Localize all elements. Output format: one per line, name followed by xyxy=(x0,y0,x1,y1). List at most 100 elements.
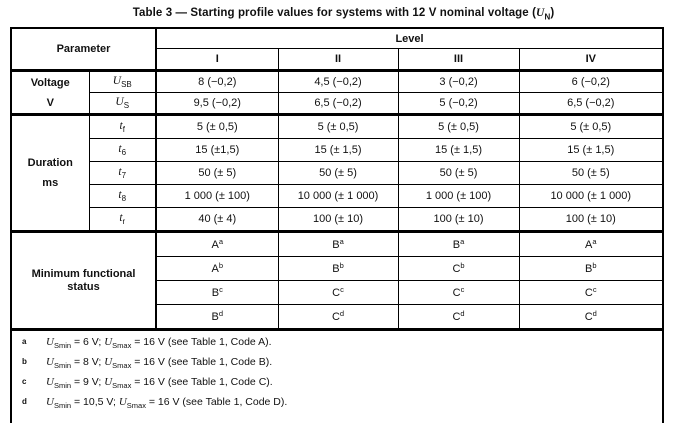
status-value: A xyxy=(211,263,219,276)
table-row: Parameter Level xyxy=(10,27,664,72)
symbol-base: U xyxy=(46,336,54,349)
symbol-base: U xyxy=(46,396,54,409)
title-voltage-subscript: N xyxy=(544,12,551,22)
status-cell: Aa xyxy=(155,230,279,258)
footnote-d: d USmin = 10,5 V; USmax = 16 V (see Tabl… xyxy=(20,396,654,416)
symbol-subscript: Smin xyxy=(53,361,72,371)
footnote-text: USmin = 8 V; USmax = 16 V (see Table 1, … xyxy=(46,356,272,370)
footnote-mid: = 9 V; xyxy=(71,376,105,389)
value-cell: 100 (± 10) xyxy=(277,207,399,233)
status-footnote-ref: d xyxy=(218,309,224,319)
footnotes-cell: a USmin = 6 V; USmax = 16 V (see Table 1… xyxy=(10,328,664,423)
symbol-subscript: Smin xyxy=(53,401,72,411)
table-row: Voltage V USB 8 (−0,2) 4,5 (−0,2) 3 (−0,… xyxy=(10,69,664,116)
footnote-c: c USmin = 9 V; USmax = 16 V (see Table 1… xyxy=(20,376,654,396)
table-title: Table 3 — Starting profile values for sy… xyxy=(0,0,687,21)
value-cell: 1 000 (± 100) xyxy=(155,184,279,209)
value-cell: 40 (± 4) xyxy=(155,207,279,233)
value-cell: 50 (± 5) xyxy=(155,161,279,186)
status-footnote-ref: d xyxy=(592,309,597,319)
table-row: Bd Cd Cd Cd xyxy=(11,304,664,331)
footnote-mid: = 6 V; xyxy=(71,336,105,349)
table-row: t7 50 (± 5) 50 (± 5) 50 (± 5) 50 (± 5) xyxy=(11,161,664,186)
voltage-unit: V xyxy=(46,96,54,109)
status-cell: Bd xyxy=(155,304,279,331)
value-cell: 100 (± 10) xyxy=(397,207,520,233)
symbol-subscript: S xyxy=(123,101,130,111)
status-footnote-ref: a xyxy=(460,237,465,247)
table-title-close: ) xyxy=(550,7,555,19)
status-cell: Ba xyxy=(277,230,399,258)
status-cell: Ba xyxy=(397,230,520,258)
symbol-base: U xyxy=(112,75,122,88)
status-cell: Cd xyxy=(397,304,520,331)
value-cell: 15 (± 1,5) xyxy=(397,138,520,163)
footnote-text: USmin = 9 V; USmax = 16 V (see Table 1, … xyxy=(46,376,273,390)
value-cell: 50 (± 5) xyxy=(518,161,664,186)
value-cell: 6 (−0,2) xyxy=(518,69,664,94)
table-row: a USmin = 6 V; USmax = 16 V (see Table 1… xyxy=(10,328,664,423)
footnote-b: b USmin = 8 V; USmax = 16 V (see Table 1… xyxy=(20,356,654,376)
status-footnote-ref: b xyxy=(339,261,344,271)
footnote-text: USmin = 10,5 V; USmax = 16 V (see Table … xyxy=(46,396,287,410)
footnote-key: c xyxy=(22,377,27,387)
status-footnote-ref: a xyxy=(339,237,344,247)
table-row: t8 1 000 (± 100) 10 000 (± 1 000) 1 000 … xyxy=(11,184,664,209)
value-cell: 8 (−0,2) xyxy=(155,69,279,94)
footnote-key: a xyxy=(22,337,27,347)
table-row: tr 40 (± 4) 100 (± 10) 100 (± 10) 100 (±… xyxy=(11,207,664,233)
status-value: B xyxy=(332,263,340,276)
symbol-base: t xyxy=(118,166,122,179)
symbol-base: t xyxy=(118,143,122,156)
value-cell: 10 000 (± 1 000) xyxy=(518,184,664,209)
value-cell: 15 (±1,5) xyxy=(155,138,279,163)
value-cell: 50 (± 5) xyxy=(277,161,399,186)
status-value: C xyxy=(331,311,340,324)
duration-unit: ms xyxy=(42,177,59,190)
footnote-end: = 16 V (see Table 1, Code C). xyxy=(131,376,273,389)
value-cell: 15 (± 1,5) xyxy=(277,138,399,163)
footnote-a: a USmin = 6 V; USmax = 16 V (see Table 1… xyxy=(20,336,654,356)
table-row: Duration ms tf 5 (± 0,5) 5 (± 0,5) 5 (± … xyxy=(10,113,664,233)
symbol-subscript: Smin xyxy=(53,381,72,391)
symbol-subscript: r xyxy=(122,217,126,227)
status-value: C xyxy=(584,287,593,300)
symbol-tf: tf xyxy=(88,113,157,140)
status-footnote-ref: b xyxy=(592,261,597,271)
status-footnote-ref: a xyxy=(592,237,597,247)
symbol-t7: t7 xyxy=(88,161,157,186)
symbol-subscript: 8 xyxy=(121,194,127,204)
status-value: B xyxy=(332,239,340,252)
voltage-label: Voltage xyxy=(30,76,70,89)
status-value: C xyxy=(452,263,461,276)
mfs-label: Minimum functional status xyxy=(31,267,136,293)
status-value: B xyxy=(211,311,219,324)
value-cell: 10 000 (± 1 000) xyxy=(277,184,399,209)
value-cell: 5 (± 0,5) xyxy=(277,113,399,140)
status-cell: Cc xyxy=(277,280,399,306)
value-cell: 5 (± 0,5) xyxy=(518,113,664,140)
symbol-subscript: 6 xyxy=(121,148,127,158)
header-level-ii: II xyxy=(277,48,399,72)
starting-profile-table: Parameter Level I II III IV Voltage V US… xyxy=(10,27,665,423)
value-cell: 100 (± 10) xyxy=(518,207,664,233)
status-value: B xyxy=(585,263,593,276)
mfs-label-cell: Minimum functional status xyxy=(10,230,157,331)
symbol-us: US xyxy=(88,92,157,116)
table-title-text: Table 3 — Starting profile values for sy… xyxy=(132,7,537,19)
status-footnote-ref: d xyxy=(460,309,465,319)
status-cell: Cc xyxy=(518,280,664,306)
symbol-t8: t8 xyxy=(88,184,157,209)
symbol-subscript: Smax xyxy=(126,401,146,411)
status-cell: Bb xyxy=(518,256,664,282)
symbol-subscript: Smax xyxy=(112,361,132,371)
symbol-base: U xyxy=(118,396,127,409)
status-value: B xyxy=(211,287,220,300)
value-cell: 4,5 (−0,2) xyxy=(277,69,399,94)
symbol-t6: t6 xyxy=(88,138,157,163)
status-value: C xyxy=(332,287,341,300)
status-footnote-ref: c xyxy=(592,285,597,295)
symbol-tr: tr xyxy=(88,207,157,233)
value-cell: 6,5 (−0,2) xyxy=(277,92,399,116)
symbol-subscript: Smin xyxy=(53,341,72,351)
